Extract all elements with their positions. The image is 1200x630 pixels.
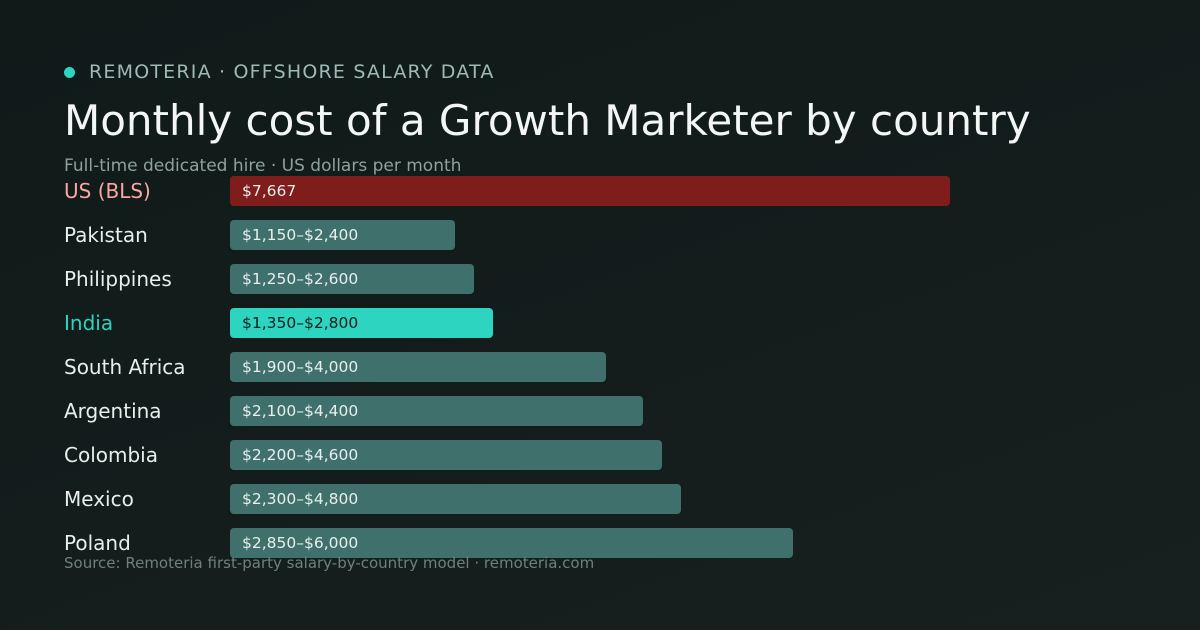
bar-pakistan: $1,150–$2,400: [230, 220, 455, 250]
bar-value-label: $2,100–$4,400: [242, 402, 359, 420]
bar-value-label: $1,150–$2,400: [242, 226, 359, 244]
bar-value-label: $2,850–$6,000: [242, 534, 359, 552]
country-label-india: India: [64, 311, 114, 335]
bar-poland: $2,850–$6,000: [230, 528, 793, 558]
country-label-colombia: Colombia: [64, 443, 158, 467]
chart-title: Monthly cost of a Growth Marketer by cou…: [64, 96, 1031, 145]
country-label-philippines: Philippines: [64, 267, 172, 291]
bar-philippines: $1,250–$2,600: [230, 264, 474, 294]
country-label-mexico: Mexico: [64, 487, 134, 511]
bar-value-label: $1,900–$4,000: [242, 358, 359, 376]
country-label-south-africa: South Africa: [64, 355, 186, 379]
bar-value-label: $2,200–$4,600: [242, 446, 359, 464]
bar-south-africa: $1,900–$4,000: [230, 352, 606, 382]
country-label-us-bls: US (BLS): [64, 179, 151, 203]
bar-argentina: $2,100–$4,400: [230, 396, 643, 426]
country-label-argentina: Argentina: [64, 399, 162, 423]
country-label-pakistan: Pakistan: [64, 223, 148, 247]
bar-value-label: $7,667: [242, 182, 297, 200]
brand-line: REMOTERIA · OFFSHORE SALARY DATA: [64, 60, 495, 84]
bar-value-label: $2,300–$4,800: [242, 490, 359, 508]
source-note: Source: Remoteria first-party salary-by-…: [64, 554, 595, 572]
country-label-poland: Poland: [64, 531, 131, 555]
chart-subtitle: Full-time dedicated hire · US dollars pe…: [64, 156, 462, 176]
bar-value-label: $1,250–$2,600: [242, 270, 359, 288]
brand-text: REMOTERIA · OFFSHORE SALARY DATA: [89, 61, 495, 83]
bar-us-bls: $7,667: [230, 176, 950, 206]
bar-colombia: $2,200–$4,600: [230, 440, 662, 470]
bar-india: $1,350–$2,800: [230, 308, 493, 338]
bar-mexico: $2,300–$4,800: [230, 484, 681, 514]
brand-dot-icon: [64, 66, 75, 78]
bar-value-label: $1,350–$2,800: [242, 314, 359, 332]
